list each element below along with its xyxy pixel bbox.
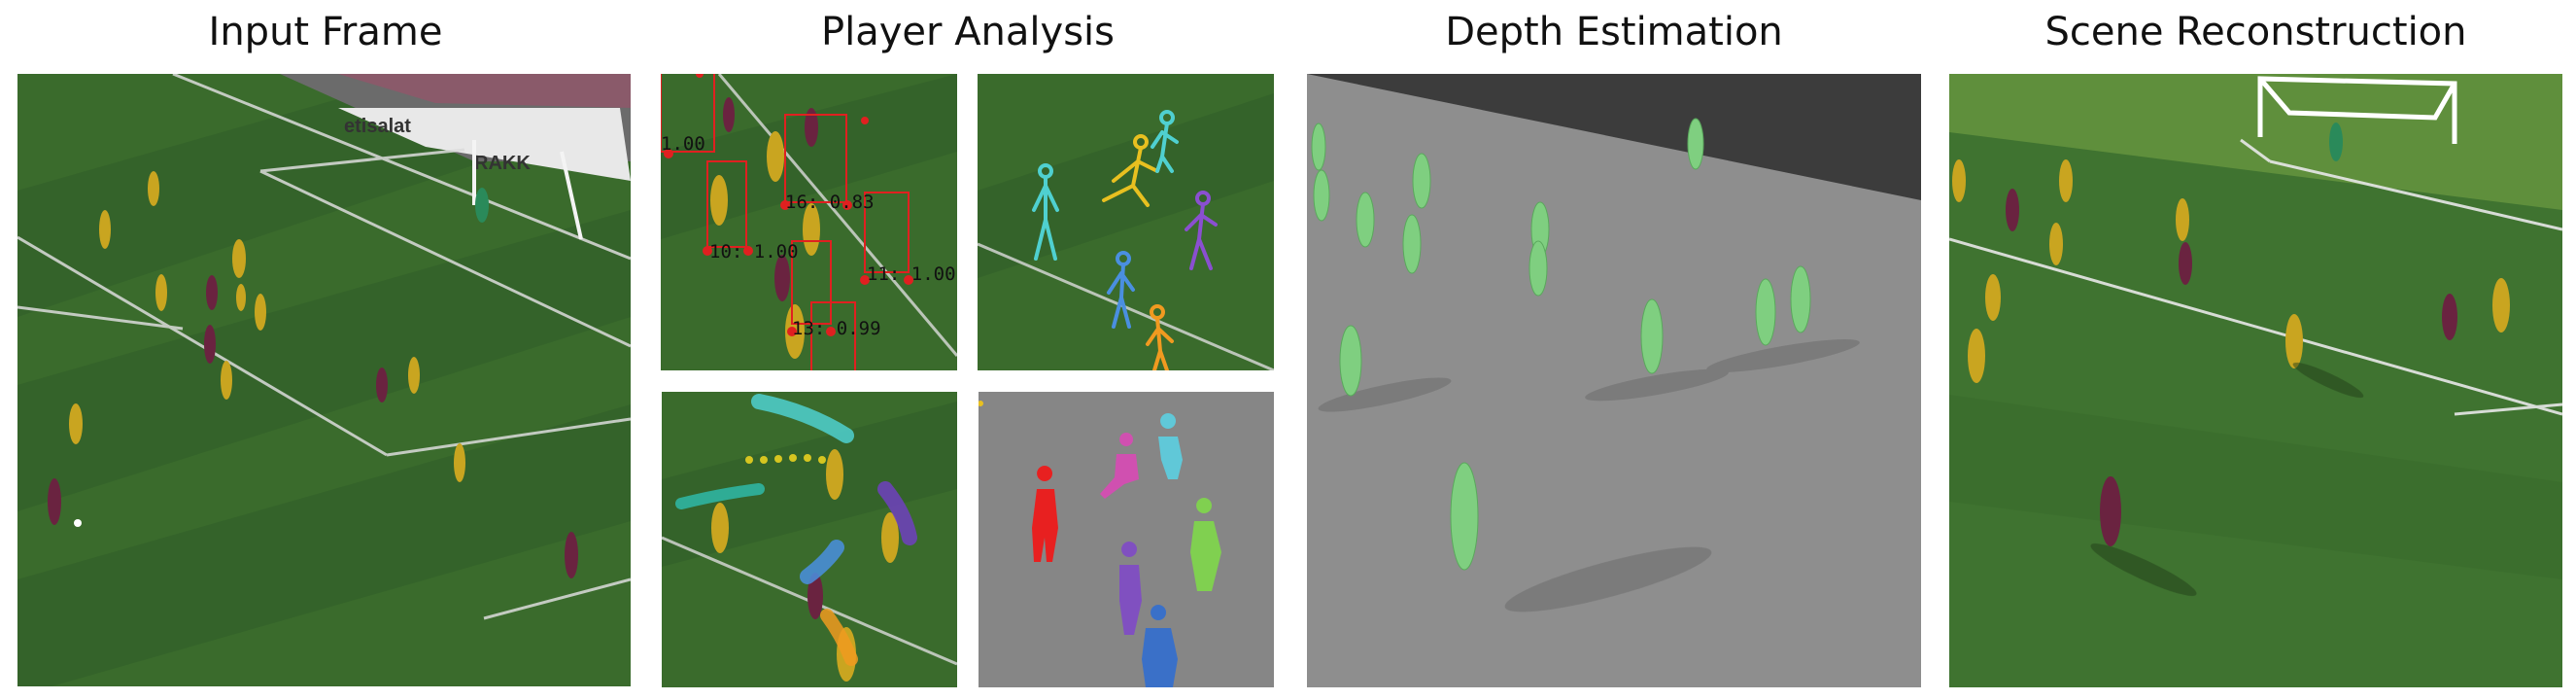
input-frame-title: Input Frame bbox=[208, 10, 443, 54]
pose-image bbox=[978, 74, 1274, 370]
detection-label-1: 1.00 bbox=[661, 133, 705, 155]
detection-image: 1.00 16: 0.83 10: 1.00 11: 1.00 13: 0.99 bbox=[661, 74, 957, 370]
input-frame-image: etisalat RAKK bbox=[17, 74, 631, 686]
ad-board-right: RAKK bbox=[474, 153, 531, 174]
scene-reconstruction-title: Scene Reconstruction bbox=[2044, 10, 2467, 54]
detection-label-2: 16: 0.83 bbox=[785, 192, 875, 213]
detection-label-5: 13: 0.99 bbox=[792, 318, 881, 339]
segment-masks bbox=[1032, 413, 1221, 687]
detection-label-4: 11: 1.00 bbox=[867, 263, 956, 285]
tracking-image bbox=[662, 392, 957, 687]
scene-reconstruction-image bbox=[1949, 74, 2562, 687]
detection-boxes bbox=[661, 74, 910, 370]
detection-label-3: 10: 1.00 bbox=[709, 241, 799, 262]
depth-estimation-title: Depth Estimation bbox=[1445, 10, 1783, 54]
ad-board-left: etisalat bbox=[344, 116, 411, 137]
segmentation-image bbox=[979, 392, 1274, 687]
depth-estimation-image bbox=[1307, 74, 1921, 687]
player-analysis-title: Player Analysis bbox=[821, 10, 1115, 54]
